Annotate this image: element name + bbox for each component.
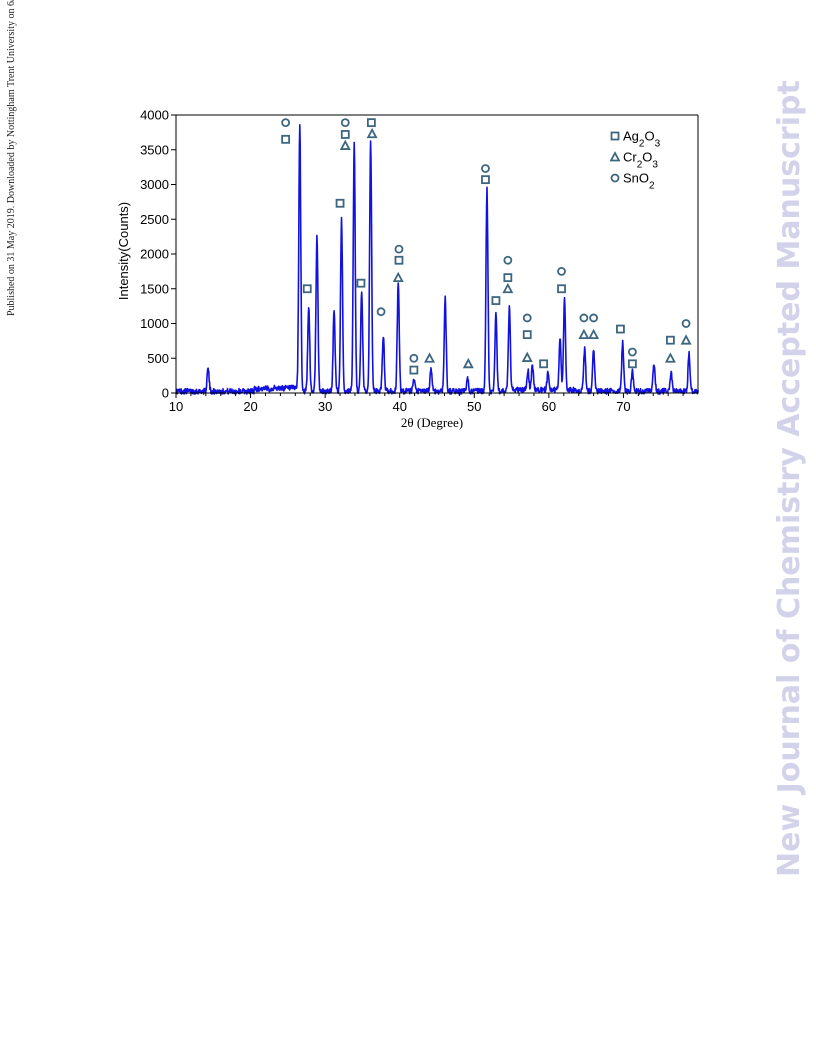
marker-square [557, 284, 566, 294]
x-tick-group: 10 20 30 40 50 60 70 [169, 393, 684, 414]
x-tick-label: 60 [542, 399, 556, 414]
marker-square [394, 255, 404, 265]
xrd-chart: 10 20 30 40 50 60 70 0 500 1000 1500 2000 2500 3000 3… [116, 108, 699, 430]
legend-label: Cr2O3 [623, 150, 658, 171]
x-tick-label: 20 [243, 399, 257, 414]
marker-triangle [462, 357, 474, 369]
y-tick-label: 0 [162, 386, 169, 401]
marker-square [340, 130, 350, 139]
legend-circle-icon [610, 173, 620, 183]
marker-triangle [392, 271, 404, 283]
marker-square [409, 365, 419, 375]
y-tick-label: 3500 [140, 142, 169, 157]
marker-square [666, 335, 675, 345]
marker-square [356, 278, 366, 288]
x-axis-label: 2θ (Degree) [401, 415, 463, 430]
x-tick-label: 50 [467, 399, 481, 414]
marker-square [481, 175, 490, 185]
legend-triangle-icon [609, 151, 621, 162]
marker-circle [681, 319, 691, 328]
marker-square [366, 118, 376, 128]
marker-circle [481, 164, 490, 173]
marker-triangle [680, 334, 692, 345]
y-tick-label: 500 [147, 351, 169, 366]
marker-circle [503, 255, 513, 265]
y-tick-label: 4000 [140, 108, 169, 123]
side-note: Published on 31 May 2019. Downloaded by … [6, 0, 17, 317]
marker-square [503, 273, 513, 283]
y-tick-label: 2000 [140, 247, 169, 262]
phase-markers [281, 118, 692, 375]
marker-triangle [578, 328, 590, 340]
y-tick-label: 2500 [140, 212, 169, 227]
legend-square-icon [610, 131, 620, 141]
marker-circle [376, 307, 386, 317]
marker-circle [557, 266, 566, 276]
marker-triangle [521, 351, 533, 362]
marker-triangle [424, 352, 436, 363]
marker-square [491, 296, 501, 305]
marker-triangle [664, 352, 676, 363]
watermark: New Journal of Chemistry Accepted Manusc… [772, 80, 807, 877]
marker-triangle [366, 127, 378, 139]
marker-circle [627, 347, 637, 357]
x-tick-label: 70 [616, 399, 630, 414]
legend-label: Ag2O3 [623, 129, 661, 150]
marker-square [627, 359, 637, 369]
intensity-trace [175, 124, 699, 395]
plot-area [175, 118, 699, 395]
marker-square [335, 198, 345, 208]
marker-triangle [502, 282, 514, 294]
marker-circle [589, 313, 599, 323]
marker-circle [409, 353, 419, 363]
marker-square [281, 134, 291, 144]
y-tick-label: 1000 [140, 316, 169, 331]
marker-square [522, 330, 532, 340]
marker-circle [579, 313, 589, 323]
marker-circle [394, 244, 404, 254]
y-tick-label: 3000 [140, 177, 169, 192]
x-tick-label: 30 [318, 399, 332, 414]
y-tick-group: 0 500 1000 1500 2000 2500 3000 3500 4000 [140, 108, 176, 401]
marker-circle [522, 313, 532, 323]
marker-triangle [339, 139, 351, 150]
y-axis-label: Intensity(Counts) [116, 202, 131, 300]
marker-triangle [588, 328, 600, 340]
marker-square [616, 324, 625, 334]
y-tick-label: 1500 [140, 281, 169, 296]
marker-square [539, 359, 549, 369]
marker-square [302, 284, 312, 294]
x-tick-label: 40 [392, 399, 406, 414]
legend-label: SnO2 [623, 171, 655, 192]
marker-circle [340, 118, 350, 128]
x-tick-label: 10 [169, 399, 183, 414]
marker-circle [281, 118, 291, 128]
